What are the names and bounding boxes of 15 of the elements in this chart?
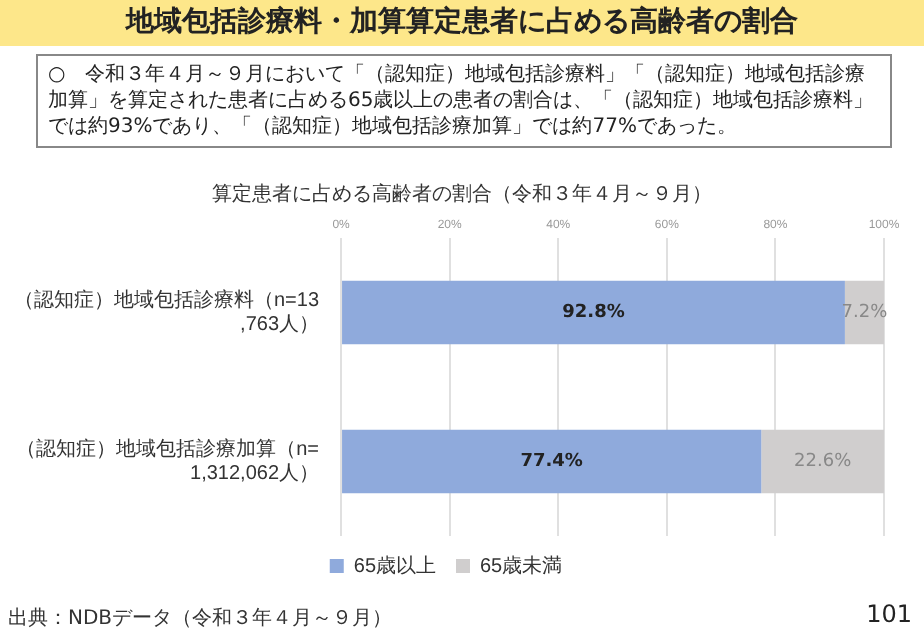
text: 101 xyxy=(866,600,912,628)
legend-label: 65歳未満 xyxy=(480,553,563,578)
source-note: 出典：NDBデータ（令和３年４月～９月） xyxy=(8,605,393,632)
chart-subtitle: 算定患者に占める高齢者の割合（令和３年４月～９月） xyxy=(210,181,714,208)
data-label: 77.4% xyxy=(520,452,583,473)
bar xyxy=(342,280,845,345)
y-tick-label: （認知症）地域包括診療加算（n=1,312,062人） xyxy=(16,437,320,485)
data-label: 22.6% xyxy=(794,452,853,473)
text: ○ 令和３年４月～９月において「（認知症）地域包括診療料」「（認知症）地域包括診療加算」を算定された患者に占める65歳以上の患者の割合は、「（認知症）地域包括診療料」では約93%であり、「（認知症）地域包括診療加算」では約77%であった。 xyxy=(36,54,892,148)
data-label: 92.8% xyxy=(562,303,625,324)
bar xyxy=(761,429,884,494)
bar xyxy=(342,429,762,494)
legend-label: 65歳以上 xyxy=(353,553,436,578)
y-tick-label: （認知症）地域包括診療料（n=13,763人） xyxy=(13,288,320,336)
chart-title: 地域包括診療料・加算算定患者に占める高齢者の割合 xyxy=(0,0,924,46)
